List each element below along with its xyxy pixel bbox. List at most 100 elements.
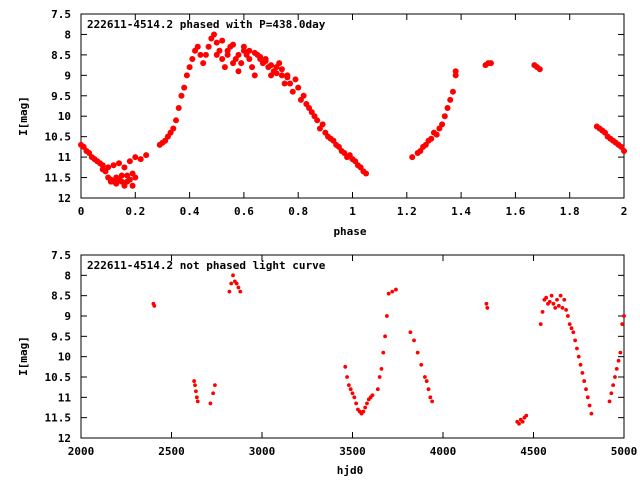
unphased-data-point bbox=[611, 383, 616, 388]
unphased-data-point bbox=[231, 273, 235, 278]
phased-data-point bbox=[281, 80, 288, 87]
phased-y-tick-label: 7.5 bbox=[51, 8, 71, 21]
unphased-y-tick-label: 8.5 bbox=[51, 290, 71, 303]
phased-data-point bbox=[246, 55, 253, 62]
phased-x-tick-label: 0 bbox=[78, 205, 85, 218]
unphased-data-point bbox=[520, 419, 525, 424]
unphased-data-point bbox=[152, 303, 157, 308]
phased-data-point bbox=[251, 49, 258, 56]
phased-data-point bbox=[213, 39, 220, 46]
phased-data-point bbox=[213, 51, 220, 58]
unphased-data-point bbox=[540, 310, 545, 314]
unphased-data-point bbox=[354, 401, 359, 406]
unphased-x-tick-label: 2500 bbox=[158, 445, 185, 458]
phased-data-point bbox=[181, 84, 188, 91]
phased-data-point bbox=[276, 60, 283, 67]
phased-data-point bbox=[105, 164, 112, 171]
phased-plot-frame bbox=[80, 13, 625, 199]
unphased-data-point bbox=[573, 338, 578, 343]
unphased-data-point bbox=[346, 383, 351, 388]
phased-data-point bbox=[235, 68, 242, 75]
unphased-data-point bbox=[363, 405, 368, 410]
unphased-data-point bbox=[211, 391, 216, 396]
unphased-data-point bbox=[381, 350, 386, 355]
unphased-data-point bbox=[562, 297, 567, 302]
phased-y-tick-label: 9 bbox=[64, 69, 71, 82]
unphased-data-points bbox=[151, 273, 626, 426]
phased-x-tick-label: 1.8 bbox=[560, 205, 580, 218]
phased-light-curve-panel: 0 0.2 0.4 0.6 0.8 1 1.2 1.4 1.6 1.8 2 7.5 8 8.5 9 9.5 1… bbox=[17, 8, 627, 238]
unphased-data-point bbox=[229, 281, 234, 286]
unphased-data-point bbox=[558, 293, 563, 298]
phased-data-point bbox=[186, 64, 193, 71]
unphased-data-point bbox=[609, 391, 614, 396]
phased-x-axis-label: phase bbox=[333, 225, 366, 238]
phased-data-point bbox=[251, 72, 258, 79]
phased-data-point bbox=[118, 172, 125, 179]
unphased-data-point bbox=[584, 387, 588, 392]
unphased-data-point bbox=[607, 399, 612, 404]
unphased-data-point bbox=[555, 297, 559, 302]
phased-data-point bbox=[238, 60, 245, 67]
unphased-data-point bbox=[424, 379, 429, 383]
phased-data-point bbox=[449, 88, 456, 95]
phased-data-point bbox=[99, 162, 106, 169]
unphased-y-tick-label: 8 bbox=[64, 269, 71, 282]
phased-data-point bbox=[197, 51, 204, 58]
unphased-data-point bbox=[352, 395, 357, 400]
unphased-y-axis-label: I[mag] bbox=[17, 336, 30, 376]
unphased-x-tick-label: 4500 bbox=[520, 445, 547, 458]
unphased-data-point bbox=[553, 305, 558, 310]
unphased-light-curve-panel: 2000 2500 3000 3500 4000 4500 5000 7.5 8 8.5 9 9.5… bbox=[17, 249, 637, 477]
unphased-y-tick-label: 11 bbox=[58, 391, 72, 404]
unphased-data-point bbox=[580, 371, 585, 375]
phased-y-tick-label: 9.5 bbox=[51, 90, 71, 103]
phased-x-tick-label: 1.6 bbox=[505, 205, 525, 218]
phased-data-point bbox=[121, 164, 128, 171]
unphased-data-point bbox=[569, 326, 574, 331]
phased-x-tick-label: 0.8 bbox=[288, 205, 308, 218]
unphased-data-point bbox=[589, 411, 594, 416]
unphased-data-point bbox=[227, 289, 232, 294]
phased-x-ticks: 0 0.2 0.4 0.6 0.8 1 1.2 1.4 1.6 1.8 2 bbox=[78, 14, 627, 218]
phased-data-point bbox=[230, 60, 237, 67]
unphased-data-point bbox=[194, 395, 199, 400]
unphased-data-point bbox=[582, 379, 587, 383]
phased-x-tick-label: 0.6 bbox=[234, 205, 254, 218]
phased-y-tick-label: 11.5 bbox=[45, 172, 72, 185]
phased-data-point bbox=[126, 158, 133, 165]
phased-data-point bbox=[178, 92, 185, 99]
phased-y-axis-label: I[mag] bbox=[17, 96, 30, 136]
unphased-data-point bbox=[547, 299, 552, 304]
phased-data-point bbox=[621, 147, 627, 154]
phased-y-tick-label: 10 bbox=[58, 110, 71, 123]
phased-data-point bbox=[295, 84, 302, 91]
unphased-data-point bbox=[556, 303, 561, 308]
unphased-data-point bbox=[560, 305, 565, 310]
unphased-chart-title: 222611-4514.2 not phased light curve bbox=[87, 259, 326, 272]
unphased-data-point bbox=[571, 330, 576, 335]
phased-data-point bbox=[439, 121, 446, 128]
phased-data-point bbox=[300, 92, 307, 99]
phased-data-point bbox=[230, 41, 237, 48]
unphased-data-point bbox=[485, 305, 490, 310]
phased-data-point bbox=[200, 60, 207, 67]
phased-y-tick-label: 8.5 bbox=[51, 49, 71, 62]
unphased-data-point bbox=[377, 375, 382, 379]
unphased-data-point bbox=[193, 383, 197, 388]
unphased-data-point bbox=[614, 366, 619, 371]
unphased-data-point bbox=[236, 285, 241, 290]
unphased-data-point bbox=[620, 322, 625, 327]
unphased-data-point bbox=[484, 301, 489, 306]
unphased-y-tick-label: 10 bbox=[58, 351, 71, 364]
phased-data-point bbox=[487, 60, 494, 67]
phased-data-points bbox=[78, 31, 627, 189]
phased-data-point bbox=[205, 43, 212, 50]
phased-data-point bbox=[363, 170, 370, 177]
phased-data-point bbox=[314, 117, 321, 124]
phased-data-point bbox=[249, 64, 256, 71]
phased-y-tick-label: 12 bbox=[58, 192, 71, 205]
phased-data-point bbox=[219, 55, 226, 62]
unphased-data-point bbox=[194, 389, 198, 394]
phased-data-point bbox=[202, 51, 209, 58]
